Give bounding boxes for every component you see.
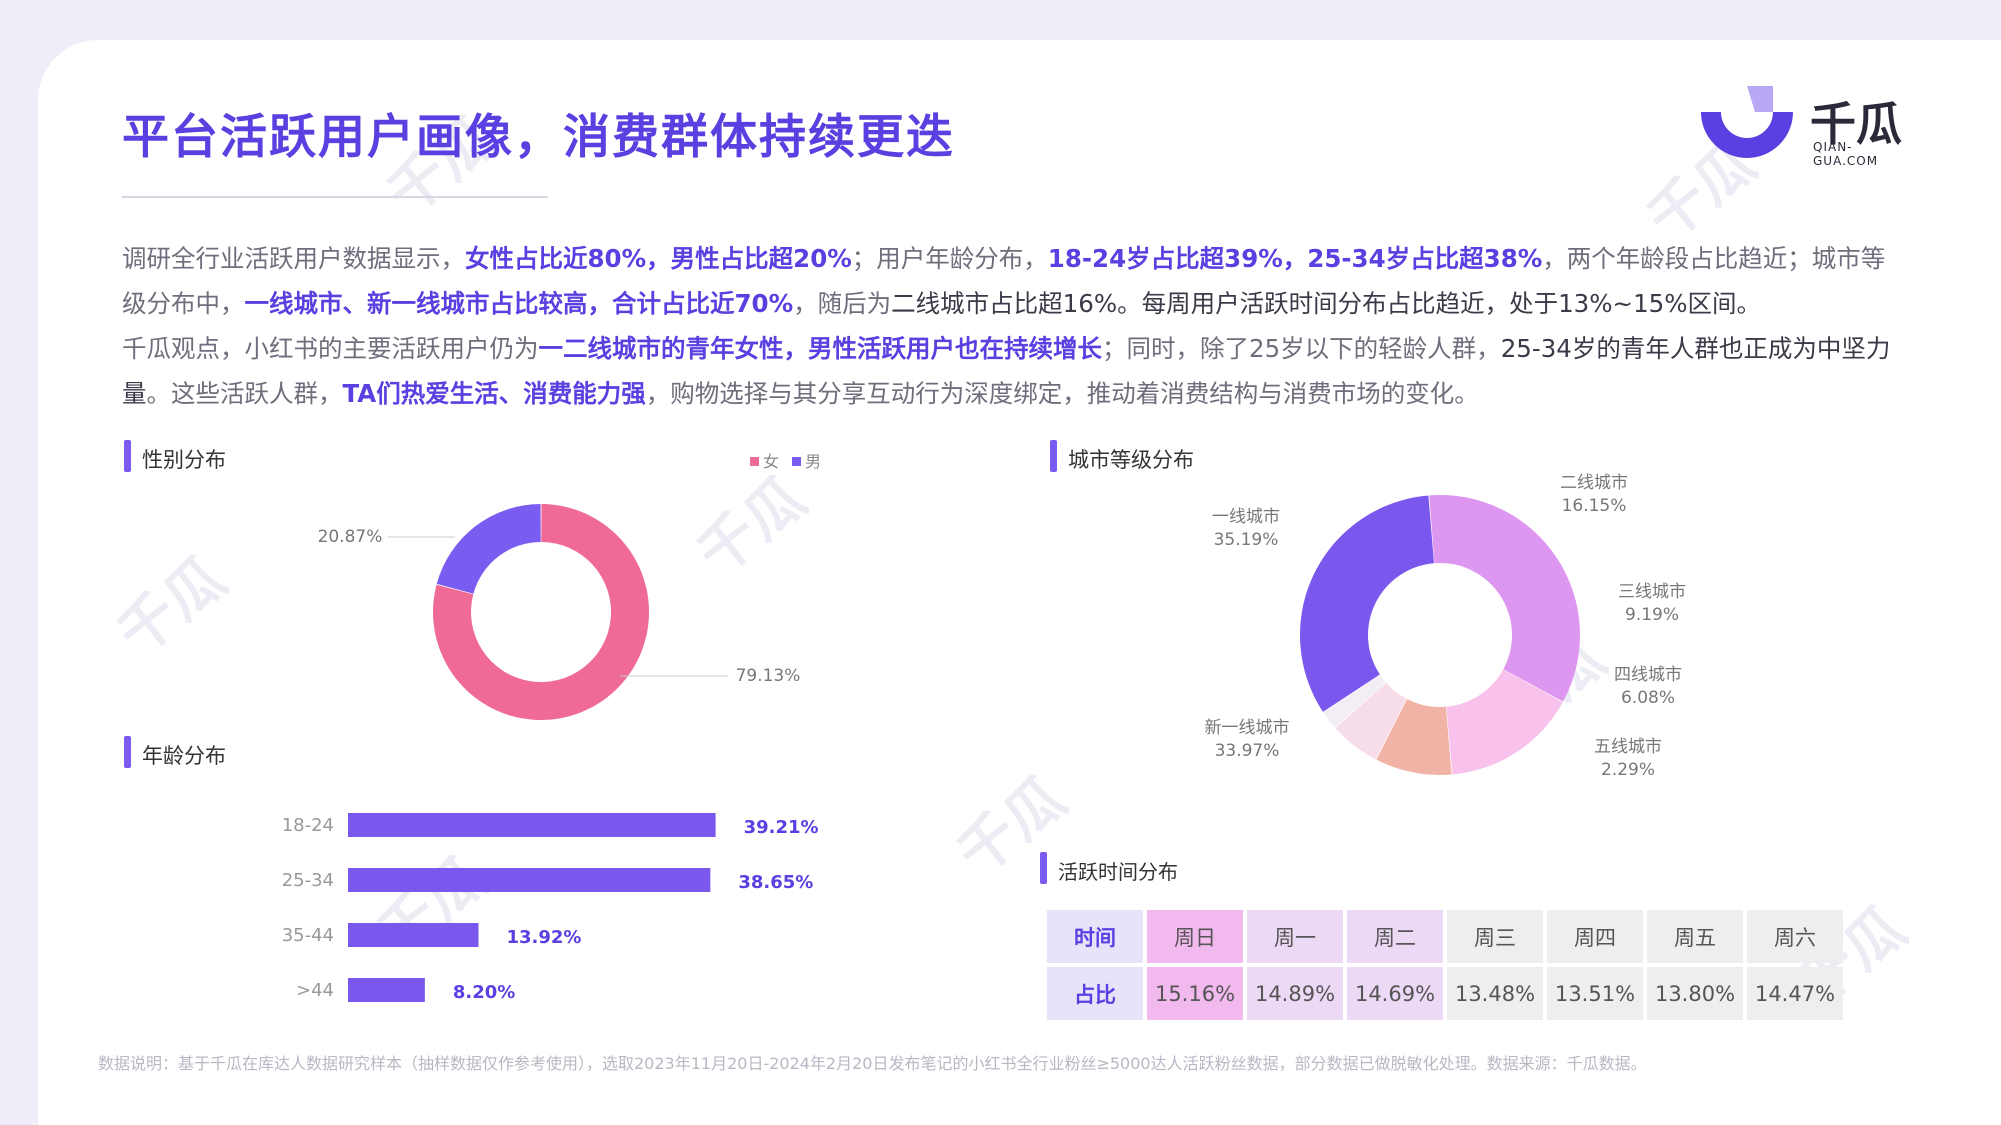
table-value-cell: 14.89% [1247, 967, 1343, 1020]
paragraph-run: ，随后为 [793, 289, 892, 318]
table-value-cell: 15.16% [1147, 967, 1243, 1020]
opinion-paragraph: 千瓜观点，小红书的主要活跃用户仍为一二线城市的青年女性，男性活跃用户也在持续增长… [122, 326, 1902, 416]
table-header-cell: 周六 [1747, 910, 1843, 963]
table-header-cell: 周日 [1147, 910, 1243, 963]
logo-name: 千瓜 [1810, 97, 1902, 151]
legend-swatch-female [750, 457, 759, 466]
paragraph-run: 女性占比近80%，男性占比超20% [465, 244, 852, 273]
paragraph-run: 调研全行业活跃用户数据显示， [122, 244, 465, 273]
table-header-cell: 周四 [1547, 910, 1643, 963]
table-value-cell: 13.48% [1447, 967, 1543, 1020]
paragraph-run: 二线城市占比超16%。每周用户活跃时间分布占比趋近，处于13%~15%区间。 [891, 289, 1762, 318]
paragraph-run: TA们热爱生活、消费能力强 [342, 379, 646, 408]
logo-domain: QIAN-GUA.COM [1813, 140, 1879, 168]
paragraph-run: 18-24岁占比超39%，25-34岁占比超38% [1047, 244, 1543, 273]
legend-label-female: 女 [763, 452, 780, 471]
paragraph-run: 一线城市、新一线城市占比较高，合计占比近70% [244, 289, 794, 318]
paragraph-run: ，两个年龄段占比趋近；城市等级分布中， [122, 244, 1886, 318]
gender-legend: 女 男 [748, 448, 821, 472]
active-time-table: 时间 周日 周一 周二 周三 周四 周五 周六 占比 15.16% 14.89% 14.69% 13.… [1043, 906, 1847, 1024]
table-header-cell: 周五 [1647, 910, 1743, 963]
section-title-city: 城市等级分布 [1050, 440, 1194, 474]
table-header-cell: 周一 [1247, 910, 1343, 963]
section-title-gender: 性别分布 [124, 440, 226, 474]
table-value-cell: 14.69% [1347, 967, 1443, 1020]
paragraph-run: 千瓜观点，小红书的主要活跃用户仍为 [122, 334, 539, 363]
section-title-age: 年龄分布 [124, 736, 226, 770]
table-value-cell: 14.47% [1747, 967, 1843, 1020]
legend-label-male: 男 [805, 452, 822, 471]
legend-swatch-male [792, 457, 802, 466]
table-value-cell: 13.80% [1647, 967, 1743, 1020]
paragraph-run: 。这些活跃人群， [146, 379, 343, 408]
summary-paragraph: 调研全行业活跃用户数据显示，女性占比近80%，男性占比超20%；用户年龄分布，1… [122, 236, 1902, 326]
section-title-time: 活跃时间分布 [1040, 852, 1178, 885]
table-header-cell: 周二 [1347, 910, 1443, 963]
footnote: 数据说明：基于千瓜在库达人数据研究样本（抽样数据仅作参考使用），选取2023年1… [98, 1054, 1647, 1073]
table-row-header: 时间 [1047, 910, 1143, 963]
logo-mark-icon [1701, 86, 1793, 158]
brand-logo: 千瓜 QIAN-GUA.COM [1695, 82, 1915, 168]
paragraph-run: 一二线城市的青年女性，男性活跃用户也在持续增长 [538, 334, 1103, 363]
paragraph-run: ；同时，除了25岁以下的轻龄人群， [1102, 334, 1501, 363]
page-title: 平台活跃用户画像，消费群体持续更迭 [122, 110, 955, 165]
table-header-cell: 周三 [1447, 910, 1543, 963]
paragraph-run: ；用户年龄分布， [851, 244, 1048, 273]
paragraph-run: ，购物选择与其分享互动行为深度绑定，推动着消费结构与消费市场的变化。 [645, 379, 1479, 408]
table-row-header: 占比 [1047, 967, 1143, 1020]
table-value-cell: 13.51% [1547, 967, 1643, 1020]
paragraph-run: 25-34岁的青年人群也正成为中坚力量 [122, 334, 1891, 408]
title-divider [122, 196, 548, 198]
